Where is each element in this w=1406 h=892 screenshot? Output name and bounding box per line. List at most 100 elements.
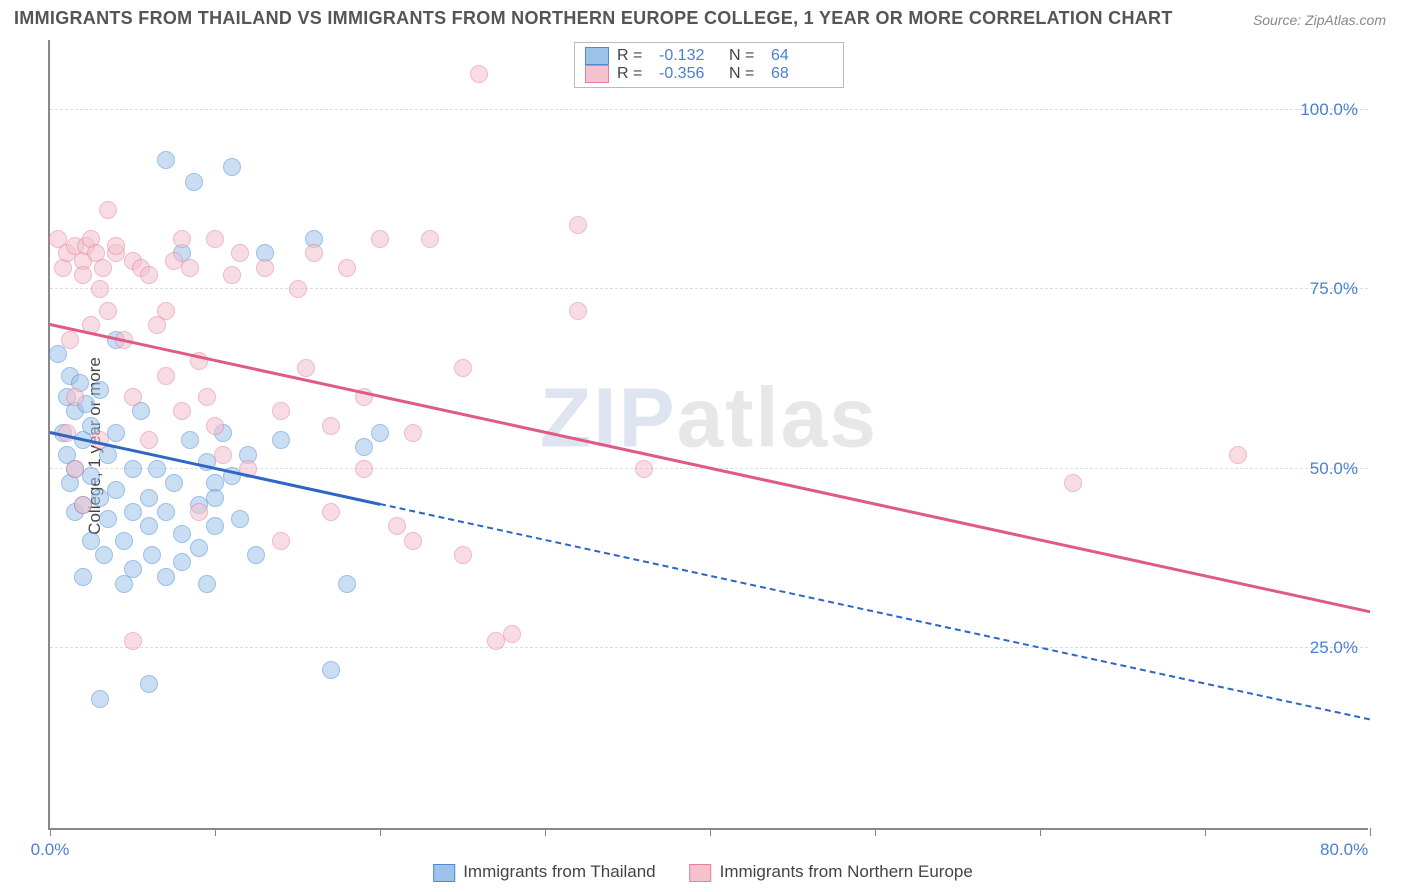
scatter-point [99,201,117,219]
scatter-point [91,690,109,708]
scatter-point [95,546,113,564]
scatter-point [124,503,142,521]
scatter-point [140,266,158,284]
scatter-point [82,532,100,550]
scatter-point [247,546,265,564]
legend-label: Immigrants from Thailand [463,862,655,881]
scatter-point [91,381,109,399]
scatter-point [124,632,142,650]
y-tick-label: 50.0% [1310,459,1358,479]
scatter-point [355,460,373,478]
scatter-point [487,632,505,650]
x-tick [1370,828,1371,836]
scatter-point [322,417,340,435]
scatter-point [140,517,158,535]
legend-item: Immigrants from Northern Europe [690,862,973,882]
legend-n-value: 64 [771,47,833,65]
scatter-point [61,331,79,349]
scatter-point [297,359,315,377]
scatter-point [74,266,92,284]
y-tick-label: 75.0% [1310,279,1358,299]
legend-row: R =-0.132N =64 [585,47,833,65]
scatter-point [206,417,224,435]
x-tick [545,828,546,836]
scatter-point [124,560,142,578]
scatter-point [355,438,373,456]
scatter-point [165,252,183,270]
scatter-point [322,661,340,679]
watermark-zip: ZIP [540,371,677,465]
x-tick [710,828,711,836]
scatter-point [181,259,199,277]
chart-container: IMMIGRANTS FROM THAILAND VS IMMIGRANTS F… [0,0,1406,892]
scatter-point [231,510,249,528]
scatter-point [635,460,653,478]
scatter-point [272,402,290,420]
watermark: ZIPatlas [540,370,878,467]
scatter-point [371,230,389,248]
legend-n-label: N = [729,65,763,83]
scatter-point [371,424,389,442]
legend-n-label: N = [729,47,763,65]
scatter-point [165,474,183,492]
scatter-point [289,280,307,298]
legend-swatch [690,864,712,882]
x-tick [215,828,216,836]
scatter-point [157,151,175,169]
scatter-point [148,460,166,478]
scatter-point [74,568,92,586]
x-tick [380,828,381,836]
scatter-point [66,388,84,406]
x-tick [1040,828,1041,836]
gridline-h [50,109,1368,110]
gridline-h [50,647,1368,648]
scatter-point [99,302,117,320]
scatter-point [94,259,112,277]
scatter-point [173,525,191,543]
legend-r-value: -0.132 [659,47,721,65]
scatter-point [322,503,340,521]
legend-label: Immigrants from Northern Europe [720,862,973,881]
scatter-point [190,503,208,521]
series-legend: Immigrants from Thailand Immigrants from … [433,862,973,882]
scatter-point [231,244,249,262]
scatter-point [272,532,290,550]
x-tick-label: 0.0% [31,840,70,860]
x-tick [50,828,51,836]
scatter-point [1229,446,1247,464]
scatter-point [140,675,158,693]
scatter-point [91,280,109,298]
scatter-point [198,575,216,593]
scatter-point [66,460,84,478]
legend-n-value: 68 [771,65,833,83]
scatter-point [305,244,323,262]
scatter-point [124,388,142,406]
trend-line-dashed [380,503,1370,720]
scatter-point [404,424,422,442]
scatter-point [157,568,175,586]
scatter-point [421,230,439,248]
scatter-point [256,259,274,277]
scatter-point [181,431,199,449]
scatter-point [107,424,125,442]
scatter-point [185,173,203,191]
legend-r-value: -0.356 [659,65,721,83]
scatter-point [49,345,67,363]
scatter-point [454,359,472,377]
scatter-point [91,489,109,507]
scatter-point [569,216,587,234]
scatter-point [124,460,142,478]
scatter-point [454,546,472,564]
scatter-point [74,496,92,514]
scatter-point [173,402,191,420]
scatter-point [173,553,191,571]
scatter-point [107,481,125,499]
correlation-legend: R =-0.132N =64R =-0.356N =68 [574,42,844,88]
scatter-point [206,489,224,507]
gridline-h [50,288,1368,289]
scatter-point [198,388,216,406]
x-tick-label: 80.0% [1320,840,1368,860]
scatter-point [107,237,125,255]
scatter-point [214,446,232,464]
x-tick [875,828,876,836]
